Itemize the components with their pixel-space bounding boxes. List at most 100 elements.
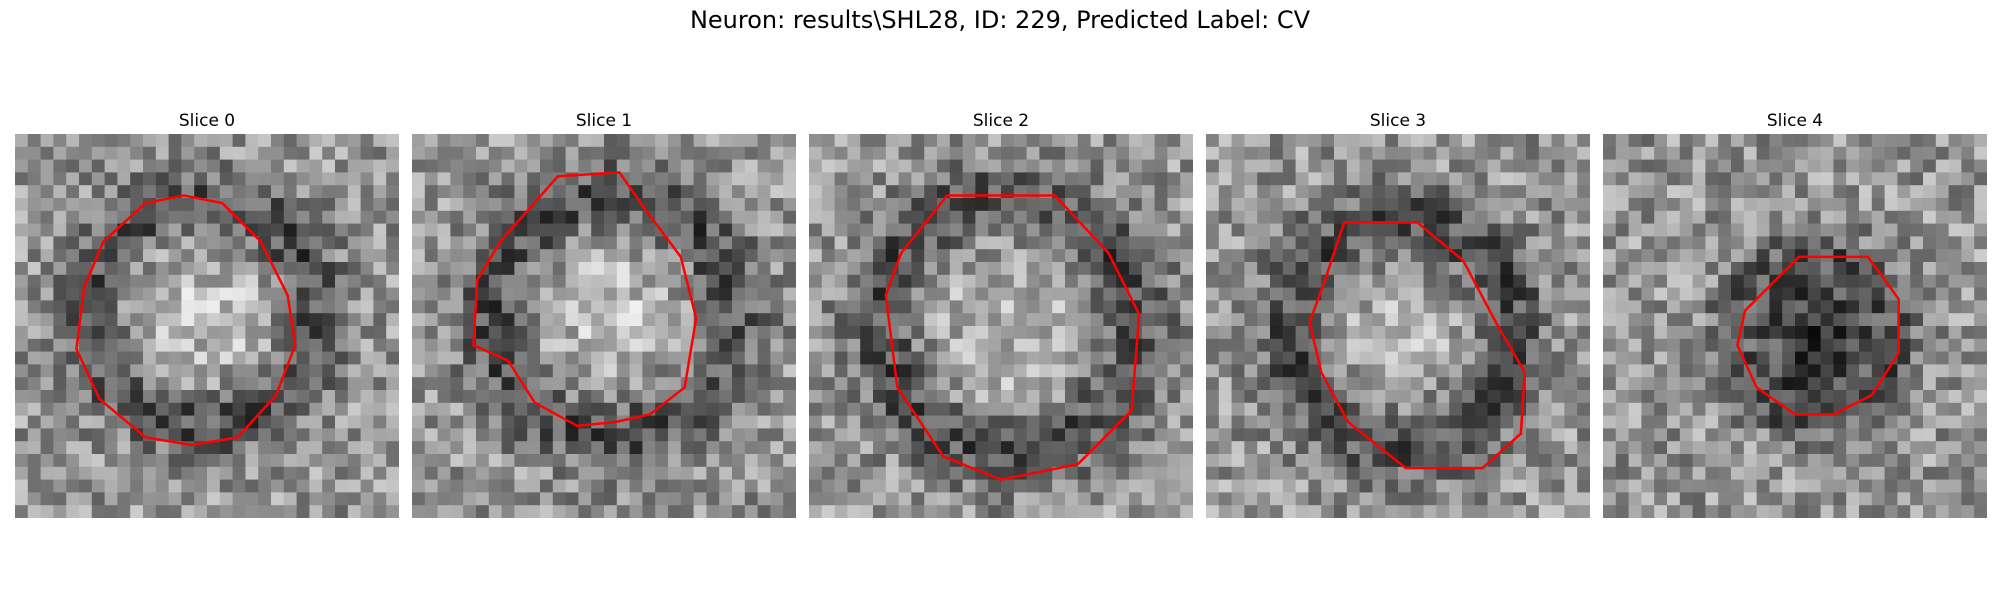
image-pixel (1218, 159, 1233, 173)
image-pixel (1705, 300, 1719, 314)
image-pixel (1743, 313, 1758, 327)
image-pixel (1065, 210, 1079, 225)
image-pixel (693, 287, 707, 301)
image-pixel (1026, 402, 1040, 417)
image-pixel (1718, 364, 1732, 378)
image-pixel (309, 262, 323, 276)
image-pixel (1538, 300, 1553, 314)
image-pixel (540, 415, 554, 429)
image-pixel (540, 210, 554, 225)
image-pixel (79, 146, 93, 161)
image-pixel (1270, 454, 1284, 468)
image-pixel (181, 428, 195, 442)
image-pixel (873, 262, 887, 276)
image-pixel (1756, 185, 1770, 199)
image-pixel (693, 210, 707, 225)
image-pixel (1859, 172, 1873, 186)
image-pixel (565, 236, 579, 250)
image-pixel (1615, 287, 1630, 301)
image-pixel (1628, 313, 1642, 327)
image-pixel (1474, 236, 1489, 250)
image-pixel (1628, 249, 1642, 263)
image-pixel (1948, 326, 1962, 340)
image-pixel (437, 249, 451, 263)
image-pixel (629, 479, 643, 493)
image-pixel (437, 185, 451, 199)
image-pixel (1141, 338, 1156, 353)
image-pixel (1692, 479, 1706, 493)
image-pixel (552, 185, 567, 199)
image-pixel (565, 274, 579, 289)
image-pixel (629, 402, 643, 417)
image-pixel (809, 326, 823, 340)
image-pixel (79, 262, 93, 276)
image-pixel (1282, 146, 1297, 161)
image-pixel (834, 146, 848, 161)
image-pixel (1782, 287, 1796, 301)
image-pixel (1923, 415, 1937, 429)
image-pixel (1270, 441, 1284, 455)
image-pixel (155, 338, 170, 353)
image-pixel (386, 300, 399, 314)
image-pixel (1628, 428, 1642, 442)
image-pixel (322, 479, 336, 493)
image-pixel (873, 492, 887, 506)
image-pixel (207, 492, 221, 506)
image-pixel (1103, 466, 1117, 481)
image-pixel (1910, 236, 1924, 250)
image-pixel (949, 441, 964, 455)
image-pixel (66, 505, 80, 518)
image-pixel (1462, 198, 1476, 212)
image-pixel (975, 377, 989, 391)
image-pixel (1001, 364, 1015, 378)
image-pixel (130, 198, 144, 212)
image-pixel (168, 146, 182, 161)
image-pixel (296, 146, 310, 161)
image-pixel (207, 505, 221, 518)
image-pixel (373, 146, 387, 161)
image-pixel (450, 351, 464, 365)
image-pixel (527, 185, 541, 199)
image-pixel (911, 326, 925, 340)
image-pixel (668, 351, 682, 365)
image-pixel (1884, 236, 1898, 250)
image-pixel (1141, 236, 1156, 250)
image-pixel (706, 249, 720, 263)
image-pixel (1052, 159, 1066, 173)
image-pixel (1807, 287, 1822, 301)
image-pixel (309, 210, 323, 225)
image-pixel (476, 479, 490, 493)
image-pixel (885, 479, 900, 493)
image-pixel (1410, 505, 1425, 518)
image-pixel (770, 262, 784, 276)
image-pixel (1090, 505, 1104, 518)
image-pixel (1231, 134, 1245, 148)
image-pixel (104, 441, 118, 455)
image-pixel (655, 351, 669, 365)
image-pixel (476, 223, 490, 237)
image-pixel (757, 134, 771, 148)
image-pixel (1692, 326, 1706, 340)
image-pixel (1282, 185, 1297, 199)
image-pixel (1935, 415, 1950, 429)
image-pixel (1295, 249, 1309, 263)
image-pixel (207, 134, 221, 148)
image-pixel (1705, 185, 1719, 199)
image-pixel (1052, 236, 1066, 250)
image-pixel (258, 223, 272, 237)
image-pixel (40, 146, 54, 161)
image-pixel (1334, 326, 1348, 340)
image-pixel (1513, 300, 1527, 314)
image-pixel (1667, 223, 1681, 237)
image-pixel (1449, 402, 1463, 417)
image-pixel (1282, 479, 1297, 493)
image-pixel (1026, 287, 1040, 301)
image-pixel (1923, 505, 1937, 518)
image-pixel (1974, 223, 1987, 237)
image-pixel (322, 326, 336, 340)
image-pixel (386, 134, 399, 148)
image-pixel (1538, 338, 1553, 353)
image-pixel (1667, 415, 1681, 429)
image-pixel (885, 146, 900, 161)
image-pixel (1564, 287, 1578, 301)
